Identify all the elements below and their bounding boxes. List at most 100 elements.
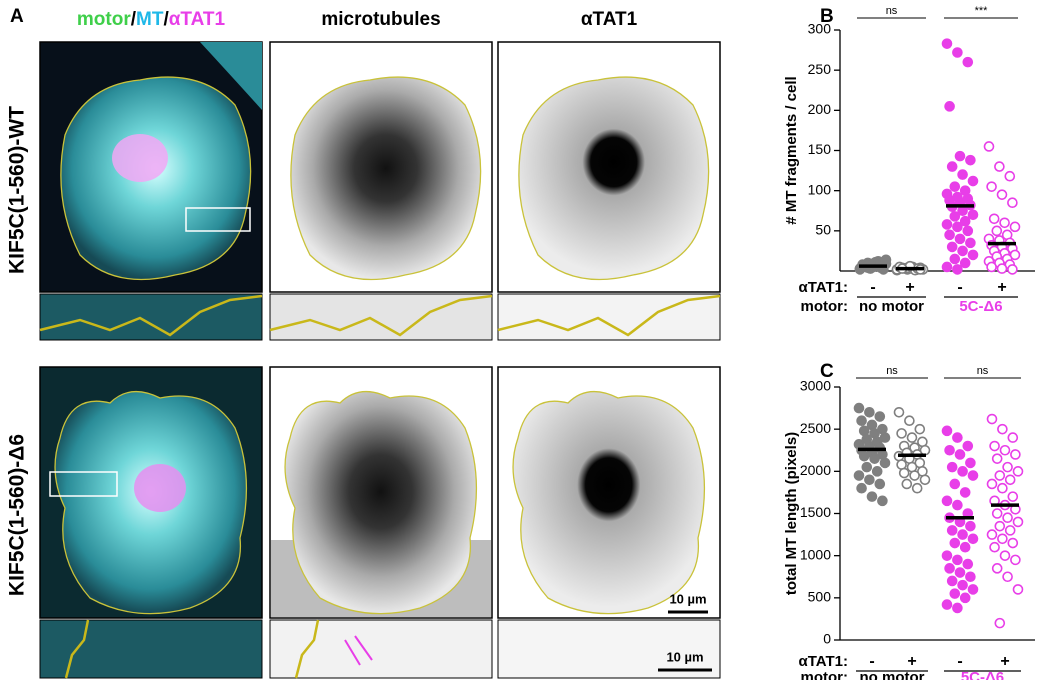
data-point (909, 470, 920, 481)
data-point (965, 154, 976, 166)
image-microtubules (269, 41, 493, 293)
data-point (986, 529, 998, 540)
row-label: KIF5C(1-560)-Δ6 (6, 434, 29, 596)
y-tick-label: 150 (808, 141, 832, 157)
data-point (941, 599, 953, 610)
data-point (946, 461, 958, 473)
data-point (949, 478, 961, 490)
data-point (994, 520, 1006, 532)
data-point (1012, 584, 1024, 595)
header-part: / (163, 9, 169, 30)
data-point (967, 249, 979, 261)
data-point (869, 453, 880, 464)
cell (513, 391, 705, 614)
data-point (952, 432, 963, 443)
inset (39, 619, 263, 679)
data-point (991, 563, 1003, 574)
data-point (1002, 461, 1013, 473)
significance-label: ns (886, 365, 898, 377)
data-point (1007, 264, 1018, 275)
data-point (944, 229, 955, 241)
inset (497, 619, 721, 679)
y-tick-label: 3000 (800, 378, 831, 394)
data-point (952, 264, 963, 275)
cell (518, 77, 709, 280)
cell (285, 391, 477, 614)
data-point (996, 189, 1008, 200)
column-header: motor/MT/αTAT1 (77, 9, 226, 30)
data-point (957, 245, 968, 257)
significance-label: *** (975, 5, 989, 17)
data-point (994, 161, 1005, 172)
data-point (864, 474, 875, 486)
data-point (959, 541, 971, 553)
inset-outline (269, 294, 493, 337)
inset-outline (294, 619, 320, 679)
data-point (1002, 571, 1013, 583)
data-point (962, 56, 974, 68)
row-label: motor: (801, 669, 849, 680)
x-tick-label: + (1000, 653, 1009, 670)
data-point (856, 482, 867, 494)
data-point (944, 444, 955, 456)
group-label: 5C-Δ6 (961, 669, 1004, 680)
data-point (954, 567, 966, 578)
data-point (952, 221, 963, 233)
header-part: MT (136, 9, 164, 30)
fragment-marker (344, 639, 361, 666)
panel-letter: C (820, 361, 834, 382)
fragment-marker (354, 635, 373, 661)
y-tick-label: 200 (808, 101, 832, 117)
header-part: / (131, 9, 137, 30)
data-point (957, 466, 968, 477)
data-point (1007, 197, 1018, 209)
data-point (962, 440, 974, 452)
cell (60, 77, 251, 280)
x-tick-label: + (997, 279, 1006, 296)
y-tick-label: 1000 (800, 546, 831, 562)
data-point (986, 478, 998, 490)
inset-outline (497, 294, 721, 337)
data-point (858, 425, 870, 437)
data-point (959, 487, 971, 498)
data-point (1012, 466, 1024, 477)
image-merge (39, 366, 263, 619)
header-part: αTAT1 (169, 9, 226, 30)
data-point (986, 181, 997, 192)
data-point (959, 257, 971, 269)
data-point (957, 579, 968, 591)
inset-outline (39, 294, 263, 337)
x-tick-label: + (905, 279, 914, 296)
y-tick-label: 300 (808, 21, 832, 37)
data-point (944, 563, 955, 574)
image-tat1 (497, 41, 721, 293)
y-tick-label: 2500 (800, 420, 831, 436)
data-point (904, 415, 915, 427)
data-point (991, 508, 1003, 519)
data-point (944, 101, 955, 112)
data-point (965, 237, 976, 249)
y-tick-label: 500 (808, 589, 832, 605)
scale-bar-label: 10 µm (666, 649, 703, 664)
inset-outline (64, 619, 90, 679)
data-point (997, 533, 1008, 545)
row-label: motor: (801, 298, 849, 315)
data-point (941, 425, 953, 437)
data-point (991, 225, 1003, 237)
data-point (1009, 221, 1021, 233)
data-point (986, 261, 997, 273)
column-header: αTAT1 (581, 9, 638, 30)
data-point (896, 428, 907, 439)
data-point (866, 419, 878, 431)
data-point (896, 459, 907, 470)
data-point (967, 209, 979, 221)
image-microtubules (269, 366, 493, 619)
data-point (949, 181, 961, 192)
data-point (962, 558, 974, 570)
y-tick-label: 2000 (800, 462, 831, 478)
data-point (949, 537, 961, 549)
y-tick-label: 100 (808, 181, 832, 197)
data-point (864, 406, 875, 418)
data-point (858, 450, 870, 462)
